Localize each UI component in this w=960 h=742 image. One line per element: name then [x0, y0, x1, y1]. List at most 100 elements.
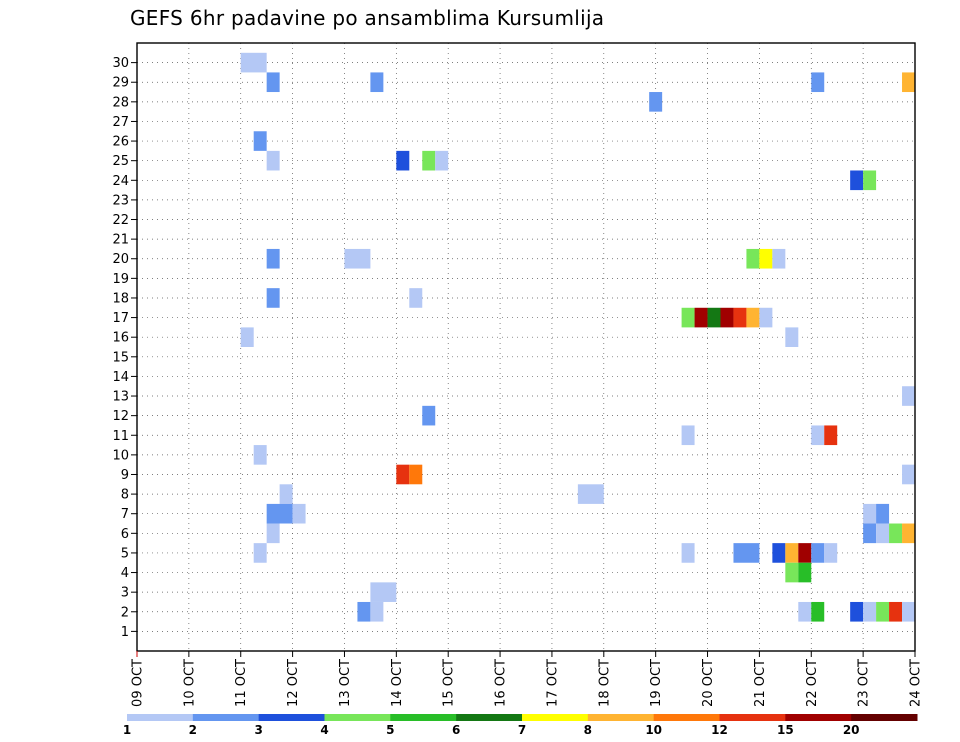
data-cells — [240, 52, 915, 622]
y-tick-label: 23 — [112, 193, 129, 208]
y-tick-label: 9 — [121, 468, 129, 483]
y-tick-label: 11 — [112, 429, 129, 444]
heatmap-cell — [798, 543, 812, 563]
heatmap-cell — [253, 131, 267, 151]
heatmap-cell — [746, 248, 760, 269]
y-tick-label: 8 — [121, 488, 129, 503]
heatmap-cell — [902, 601, 915, 622]
heatmap-cell — [240, 52, 267, 73]
heatmap-cell — [266, 72, 280, 93]
y-tick-label: 14 — [112, 370, 129, 385]
colorbar-label: 6 — [452, 723, 460, 737]
y-tick-label: 3 — [121, 586, 129, 601]
heatmap-cell — [266, 523, 280, 544]
y-tick-label: 20 — [112, 252, 129, 267]
heatmap-cell — [863, 170, 877, 191]
y-tick-label: 15 — [112, 350, 129, 365]
x-tick-label: 24 OCT — [909, 659, 924, 707]
heatmap-cell — [266, 150, 280, 171]
y-tick-label: 18 — [112, 291, 129, 306]
colorbar-swatch — [719, 714, 786, 721]
heatmap-cell — [759, 307, 773, 328]
colorbar-label: 2 — [189, 723, 197, 737]
heatmap-cell — [759, 248, 773, 269]
heatmap-cell — [396, 150, 410, 171]
y-tick-label: 22 — [112, 213, 129, 228]
heatmap-cell — [785, 327, 799, 347]
colorbar-label: 12 — [711, 723, 728, 737]
heatmap-cell — [798, 562, 812, 583]
y-tick-label: 1 — [121, 625, 129, 640]
y-tick-label: 26 — [112, 135, 129, 150]
colorbar: 1 2 3 4 5 6 7 8 10 12 15 20 — [123, 714, 918, 737]
x-tick-label: 09 OCT — [131, 659, 146, 707]
plot-frame — [136, 42, 916, 652]
heatmap-cell — [902, 464, 915, 485]
y-tick-label: 12 — [112, 409, 129, 424]
colorbar-swatch — [653, 714, 720, 721]
heatmap-cell — [370, 72, 384, 93]
y-tick-label: 17 — [112, 311, 129, 326]
colorbar-swatch — [258, 714, 325, 721]
heatmap-cell — [435, 150, 449, 171]
heatmap-cell — [649, 92, 663, 112]
heatmap-cell — [694, 307, 708, 328]
heatmap-cell — [811, 543, 825, 563]
y-tick-label: 5 — [121, 546, 129, 561]
x-tick-label: 14 OCT — [390, 659, 405, 707]
y-tick-label: 24 — [112, 174, 129, 189]
heatmap-cell — [746, 307, 760, 328]
heatmap-cell — [785, 562, 799, 583]
colorbar-label: 4 — [320, 723, 328, 737]
heatmap-cell — [850, 170, 864, 191]
heatmap-cell — [824, 543, 838, 563]
heatmap-cell — [863, 523, 877, 544]
colorbar-label: 20 — [843, 723, 860, 737]
heatmap-cell — [266, 288, 280, 308]
heatmap-cell — [798, 601, 812, 622]
y-tick-label: 2 — [121, 605, 129, 620]
colorbar-swatch — [324, 714, 391, 721]
x-axis: 09 OCT 10 OCT 11 OCT 12 OCT 13 OCT 14 OCT 15 O… — [131, 651, 924, 707]
heatmap-cell — [902, 523, 915, 544]
colorbar-label: 1 — [123, 723, 131, 737]
heatmap-cell — [266, 248, 280, 269]
x-tick-label: 23 OCT — [857, 659, 872, 707]
heatmap-cell — [422, 150, 436, 171]
x-tick-label: 15 OCT — [442, 659, 457, 707]
heatmap-cell — [720, 307, 734, 328]
heatmap-cell — [409, 288, 423, 308]
heatmap-cell — [681, 425, 695, 446]
heatmap-cell — [357, 601, 371, 622]
x-tick-label: 17 OCT — [545, 659, 560, 707]
y-axis: 1234567891011121314151617181920212223242… — [112, 56, 137, 640]
heatmap-cell — [889, 601, 903, 622]
colorbar-swatch — [522, 714, 589, 721]
y-tick-label: 7 — [121, 507, 129, 522]
colorbar-label: 7 — [518, 723, 526, 737]
x-tick-label: 12 OCT — [286, 659, 301, 707]
colorbar-swatch — [456, 714, 523, 721]
heatmap-cell — [707, 307, 721, 328]
x-tick-label: 11 OCT — [234, 659, 249, 707]
heatmap-cell — [850, 601, 864, 622]
heatmap-cell — [811, 72, 825, 93]
heatmap-cell — [811, 601, 825, 622]
heatmap-cell — [876, 523, 890, 544]
colorbar-swatch — [390, 714, 457, 721]
heatmap-cell — [863, 601, 877, 622]
colorbar-label: 5 — [386, 723, 394, 737]
y-tick-label: 21 — [112, 233, 129, 248]
colorbar-label: 3 — [254, 723, 262, 737]
colorbar-label: 10 — [645, 723, 662, 737]
heatmap-cell — [733, 543, 760, 563]
heatmap-cell — [266, 503, 293, 524]
heatmap-cell — [422, 405, 436, 426]
heatmap-cell — [253, 543, 267, 563]
y-tick-label: 28 — [112, 95, 129, 110]
y-tick-label: 19 — [112, 272, 129, 287]
colorbar-label: 8 — [584, 723, 592, 737]
y-tick-label: 4 — [121, 566, 129, 581]
colorbar-swatch — [587, 714, 655, 721]
